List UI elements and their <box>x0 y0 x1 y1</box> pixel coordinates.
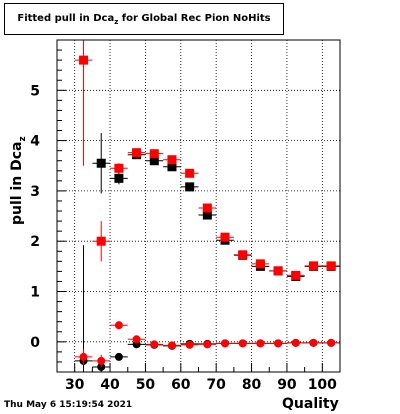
y-tick-label: 4 <box>30 134 40 150</box>
data-point-circle <box>114 352 123 361</box>
data-point-circle <box>238 339 247 348</box>
data-point-circle <box>132 335 141 344</box>
x-tick-label: 90 <box>277 377 297 393</box>
data-point-square <box>185 182 195 192</box>
series-circle-black <box>74 245 340 372</box>
chart-title: Fitted pull in Dcaz for Global Rec Pion … <box>5 13 283 26</box>
data-point-square <box>96 158 106 168</box>
data-point-square <box>291 270 301 280</box>
title-rest: for Global Rec Pion NoHits <box>118 13 271 24</box>
x-tick-label: 80 <box>242 377 262 393</box>
data-point-square <box>79 55 89 65</box>
data-point-circle <box>97 356 106 365</box>
plot-frame <box>56 39 341 373</box>
data-point-square <box>114 163 124 173</box>
title-sub: z <box>114 18 119 26</box>
data-point-square <box>132 148 142 158</box>
series-circle-red <box>74 321 340 367</box>
data-point-circle <box>185 340 194 349</box>
series-square-red <box>74 40 340 280</box>
data-point-square <box>114 173 124 183</box>
data-point-square <box>149 156 159 166</box>
x-tick-label: 30 <box>65 377 85 393</box>
data-point-square <box>238 250 248 260</box>
y-axis-label-wrap: pull in Dcaz <box>4 136 34 225</box>
y-tick-label: 2 <box>30 234 40 250</box>
data-point-square <box>273 266 283 276</box>
data-point-square <box>149 149 159 159</box>
x-tick-label: 50 <box>136 377 156 393</box>
data-point-circle <box>221 339 230 348</box>
data-point-square <box>255 259 265 269</box>
data-point-square <box>167 162 177 172</box>
y-tick-label: 5 <box>30 83 40 99</box>
title-box: Fitted pull in Dcaz for Global Rec Pion … <box>4 3 284 35</box>
data-point-square <box>308 261 318 271</box>
data-point-circle <box>150 340 159 349</box>
data-point-square <box>185 168 195 178</box>
title-main: Fitted pull in Dca <box>17 13 115 24</box>
x-tick-label: 100 <box>308 377 337 393</box>
x-tick-label: 60 <box>171 377 191 393</box>
data-point-circle <box>114 321 123 330</box>
series-square-black <box>92 133 340 281</box>
y-tick-label: 3 <box>30 184 40 200</box>
grid-lines <box>57 40 340 372</box>
data-point-square <box>220 232 230 242</box>
y-tick-label: 1 <box>30 285 40 301</box>
ylabel-main: pull in Dca <box>9 141 25 225</box>
y-tick-label: 0 <box>30 335 40 351</box>
data-point-circle <box>327 338 336 347</box>
x-axis-label: Quality <box>282 396 339 412</box>
data-point-square <box>202 210 212 220</box>
data-point-square <box>202 203 212 213</box>
data-marks <box>74 40 340 372</box>
data-point-circle <box>256 339 265 348</box>
data-point-circle <box>274 339 283 348</box>
ylabel-sub: z <box>17 136 28 142</box>
data-point-square <box>96 236 106 246</box>
data-point-circle <box>167 341 176 350</box>
data-point-circle <box>79 352 88 361</box>
data-point-square <box>167 155 177 165</box>
axis-ticks: 30 40 50 60 70 80 90 100 0 1 2 3 4 5 <box>30 39 341 393</box>
x-tick-label: 40 <box>100 377 120 393</box>
data-point-circle <box>309 338 318 347</box>
data-point-circle <box>203 340 212 349</box>
data-point-circle <box>291 338 300 347</box>
timestamp: Thu May 6 15:19:54 2021 <box>4 400 133 410</box>
data-point-square <box>326 261 336 271</box>
y-axis-label: pull in Dcaz <box>9 115 28 225</box>
x-tick-label: 70 <box>206 377 226 393</box>
